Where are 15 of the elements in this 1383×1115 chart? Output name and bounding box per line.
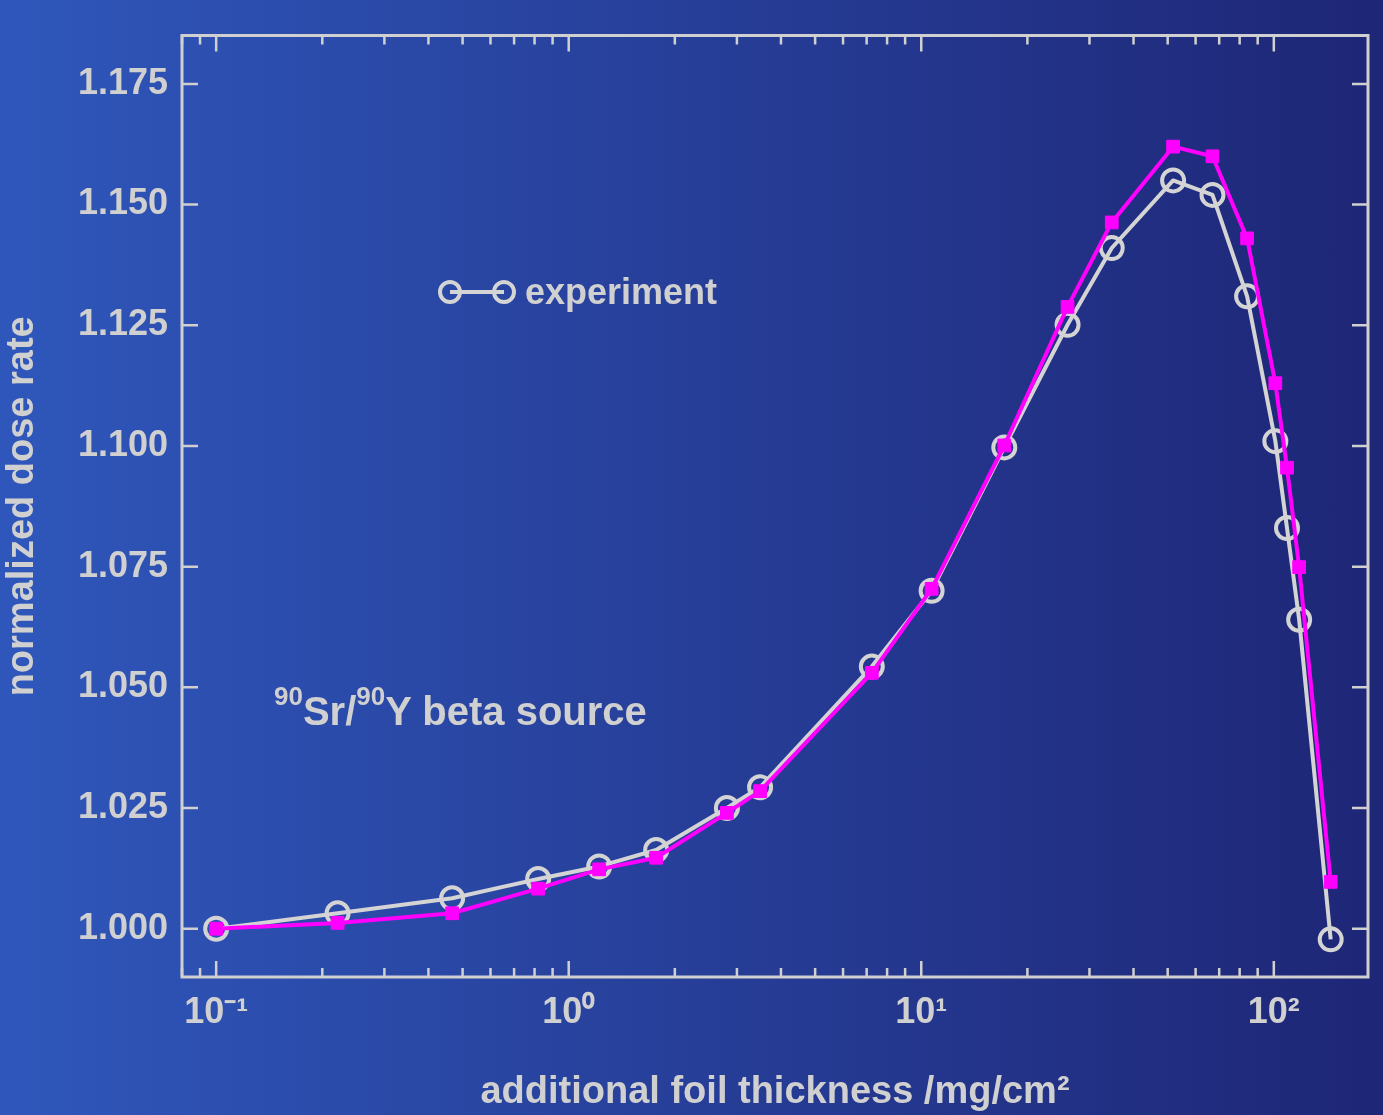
y-tick-label: 1.000 [77, 905, 168, 947]
y-tick-label: 1.050 [77, 664, 168, 706]
y-tick-label: 1.125 [77, 302, 168, 344]
x-tick-label: 10⁰ [542, 989, 596, 1031]
x-axis-title: additional foil thickness /mg/cm² [480, 1068, 1070, 1111]
y-tick-label: 1.075 [77, 543, 168, 585]
y-tick-label: 1.100 [77, 422, 168, 464]
y-tick-label: 1.025 [77, 784, 168, 826]
x-tick-label: 10¹ [895, 989, 948, 1031]
legend-label: experiment [525, 270, 718, 313]
y-axis-title: normalized dose rate [0, 316, 42, 697]
x-tick-label: 10² [1247, 989, 1300, 1031]
y-tick-label: 1.175 [77, 60, 168, 102]
y-tick-label: 1.150 [77, 181, 168, 223]
x-tick-label: 10⁻¹ [184, 989, 249, 1031]
